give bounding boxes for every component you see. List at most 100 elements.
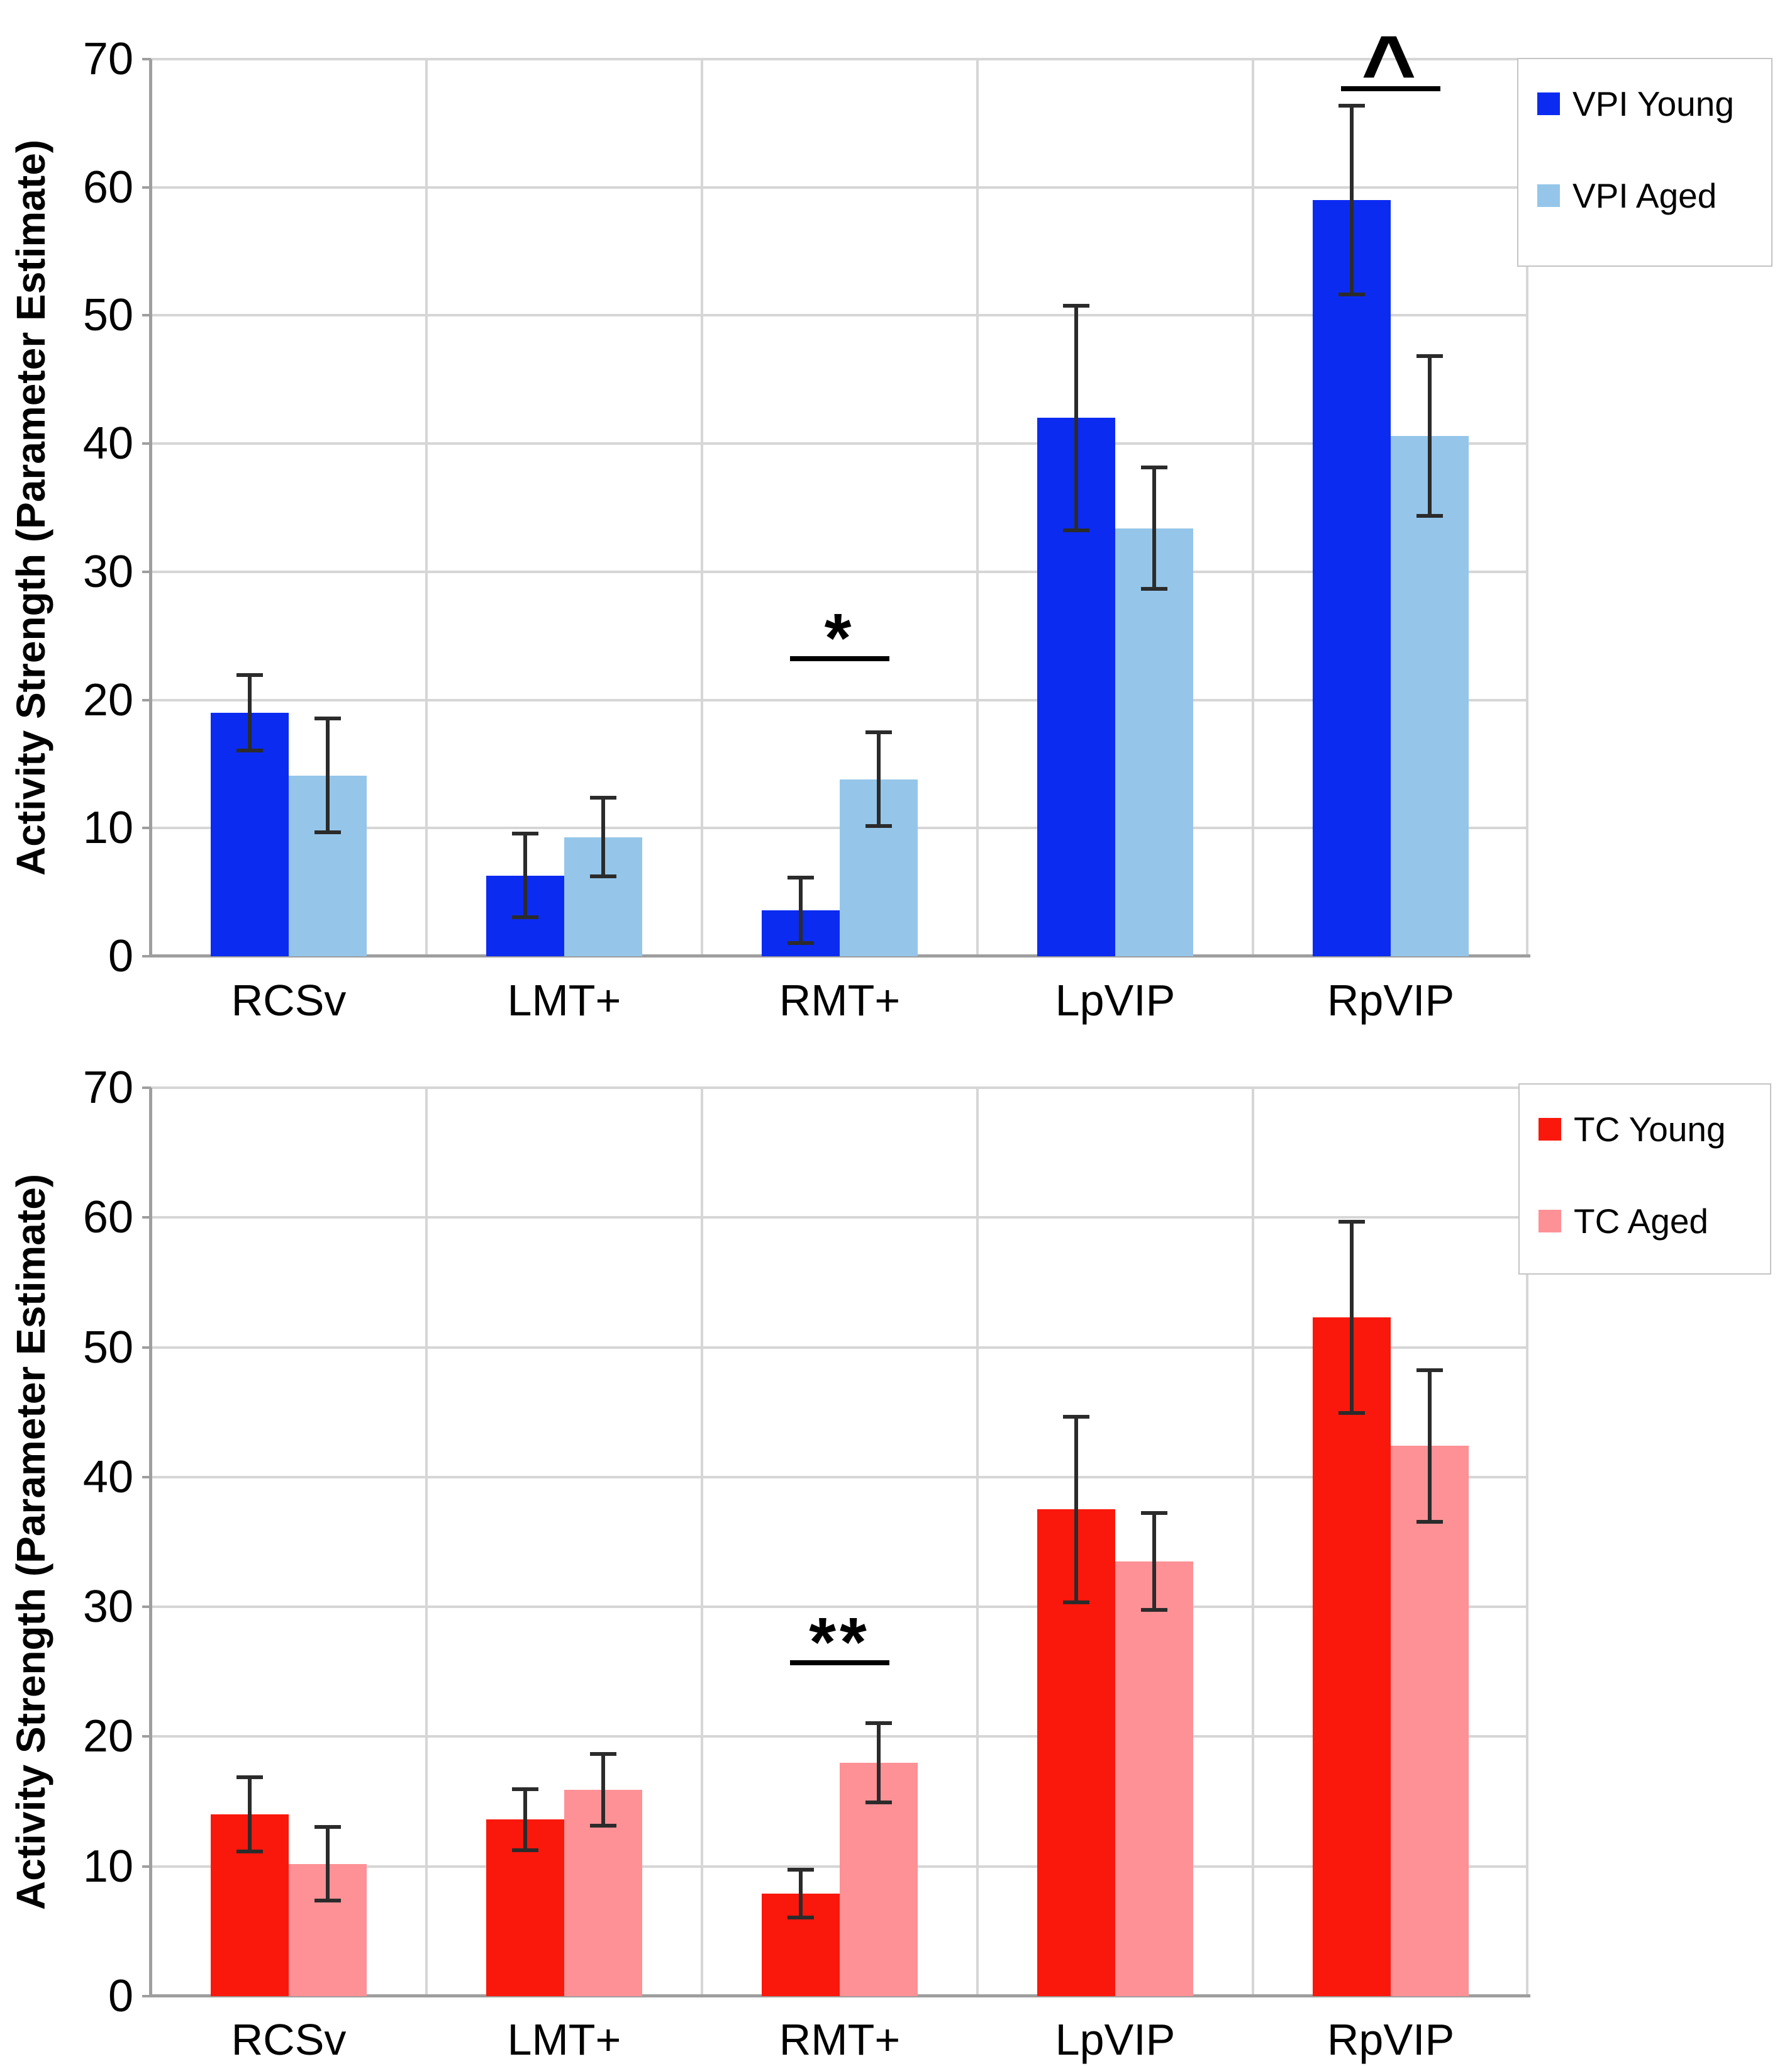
gridline-v-2 (701, 1088, 703, 1996)
gridline-v-1 (425, 1088, 428, 1996)
error-bar-tc-young-rmt (799, 1867, 803, 1920)
sig-line-rmt (790, 1660, 889, 1665)
x-tick-label-lmt: LMT+ (507, 976, 621, 1025)
legend-label-vpi-young: VPI Young (1572, 84, 1734, 123)
error-cap-top-tc-aged-rcsv (314, 1824, 341, 1829)
error-bar-tc-aged-rpvip (1428, 1368, 1432, 1524)
x-tick-label-lpvip: LpVIP (1055, 2015, 1176, 2064)
gridline-h-40 (151, 1475, 1528, 1478)
gridline-h-30 (151, 1605, 1528, 1609)
sig-line-rmt (790, 656, 889, 662)
gridline-h-60 (151, 186, 1528, 189)
error-bar-vpi-young-lmt (523, 832, 527, 919)
x-tick-label-rcsv: RCSv (231, 2015, 347, 2064)
x-tick-label-rmt: RMT+ (779, 976, 901, 1025)
error-cap-bottom-tc-aged-rmt (865, 1800, 892, 1804)
error-cap-bottom-vpi-young-rmt (787, 941, 814, 945)
sig-symbol-rmt: * (824, 600, 855, 678)
sig-symbol-rmt: ** (809, 1603, 871, 1681)
gridline-h-50 (151, 1346, 1528, 1349)
y-tick-label-60: 60 (82, 1192, 133, 1243)
y-tick-mark-10 (142, 827, 151, 830)
error-bar-vpi-young-rpvip (1350, 104, 1354, 296)
error-cap-bottom-tc-aged-rpvip (1416, 1520, 1443, 1524)
error-cap-bottom-tc-young-lpvip (1063, 1600, 1089, 1605)
y-tick-mark-0 (142, 955, 151, 958)
error-bar-vpi-aged-lpvip (1152, 465, 1156, 591)
legend-label-vpi-aged: VPI Aged (1572, 176, 1717, 215)
error-bar-vpi-young-rcsv (248, 673, 252, 753)
error-cap-top-tc-young-rmt (787, 1867, 814, 1872)
error-bar-tc-young-rcsv (248, 1775, 252, 1854)
y-tick-label-20: 20 (82, 1711, 133, 1762)
error-cap-bottom-vpi-young-lpvip (1063, 528, 1089, 532)
y-tick-label-70: 70 (82, 34, 133, 84)
error-bar-vpi-young-rmt (799, 875, 803, 945)
legend-entry-vpi-aged: VPI Aged (1537, 177, 1765, 214)
legend-entry-tc-young: TC Young (1539, 1111, 1764, 1147)
x-tick-label-rcsv: RCSv (231, 976, 347, 1025)
gridline-h-50 (151, 314, 1528, 317)
gridline-h-20 (151, 1735, 1528, 1738)
legend-entry-vpi-young: VPI Young (1537, 86, 1765, 122)
error-cap-top-tc-young-rpvip (1338, 1220, 1365, 1224)
y-tick-mark-0 (142, 1995, 151, 1997)
y-tick-mark-50 (142, 1346, 151, 1349)
y-tick-mark-20 (142, 698, 151, 701)
error-cap-bottom-tc-aged-rcsv (314, 1899, 341, 1903)
y-tick-label-60: 60 (82, 162, 133, 213)
error-cap-top-tc-aged-lpvip (1141, 1510, 1167, 1515)
gridline-h-70 (151, 58, 1528, 60)
y-tick-mark-50 (142, 314, 151, 317)
error-cap-bottom-vpi-aged-lmt (590, 874, 616, 878)
y-tick-mark-40 (142, 442, 151, 445)
y-axis-line (149, 1088, 152, 1996)
legend-swatch-vpi-young (1537, 92, 1560, 115)
error-bar-tc-aged-rcsv (326, 1824, 330, 1903)
bar-tc-aged-rpvip (1391, 1446, 1469, 1996)
error-cap-top-tc-aged-rpvip (1416, 1368, 1443, 1372)
gridline-v-1 (425, 59, 428, 956)
error-cap-top-tc-young-lpvip (1063, 1414, 1089, 1419)
y-tick-label-50: 50 (82, 1322, 133, 1373)
sig-symbol-rpvip: ^ (1361, 15, 1420, 121)
y-tick-mark-20 (142, 1735, 151, 1738)
y-tick-mark-30 (142, 1605, 151, 1609)
y-tick-mark-40 (142, 1475, 151, 1478)
error-cap-bottom-tc-aged-lpvip (1141, 1608, 1167, 1612)
error-cap-bottom-tc-young-lmt (512, 1848, 538, 1853)
error-cap-bottom-tc-aged-lmt (590, 1823, 616, 1828)
error-cap-top-vpi-young-rmt (787, 875, 814, 879)
y-tick-label-30: 30 (82, 1582, 133, 1633)
y-tick-mark-70 (142, 58, 151, 60)
error-cap-top-vpi-young-rpvip (1338, 104, 1365, 108)
error-cap-top-vpi-young-rcsv (237, 673, 263, 677)
gridline-h-70 (151, 1086, 1528, 1089)
y-tick-mark-60 (142, 186, 151, 189)
error-cap-top-vpi-aged-rpvip (1416, 354, 1443, 358)
error-bar-vpi-aged-rcsv (326, 717, 330, 835)
y-tick-label-0: 0 (108, 931, 133, 981)
error-cap-bottom-vpi-young-rcsv (237, 749, 263, 753)
y-tick-label-10: 10 (82, 803, 133, 854)
error-cap-bottom-tc-young-rcsv (237, 1850, 263, 1854)
error-cap-top-vpi-young-lmt (512, 832, 538, 836)
y-tick-mark-10 (142, 1865, 151, 1868)
bar-vpi-young-rpvip (1313, 200, 1391, 956)
gridline-h-30 (151, 570, 1528, 573)
legend-entry-tc-aged: TC Aged (1539, 1203, 1764, 1239)
gridline-v-2 (701, 59, 703, 956)
y-tick-mark-70 (142, 1086, 151, 1089)
error-cap-top-vpi-aged-rcsv (314, 717, 341, 721)
gridline-v-4 (1252, 59, 1254, 956)
error-cap-bottom-vpi-aged-rmt (865, 824, 892, 829)
bar-tc-aged-lpvip (1115, 1561, 1193, 1996)
legend-label-tc-aged: TC Aged (1574, 1202, 1709, 1241)
y-tick-label-70: 70 (82, 1063, 133, 1113)
error-cap-top-tc-young-rcsv (237, 1775, 263, 1780)
legend-label-tc-young: TC Young (1574, 1110, 1726, 1149)
legend-swatch-vpi-aged (1537, 184, 1560, 207)
error-cap-top-vpi-young-lpvip (1063, 304, 1089, 308)
y-tick-label-40: 40 (82, 418, 133, 469)
